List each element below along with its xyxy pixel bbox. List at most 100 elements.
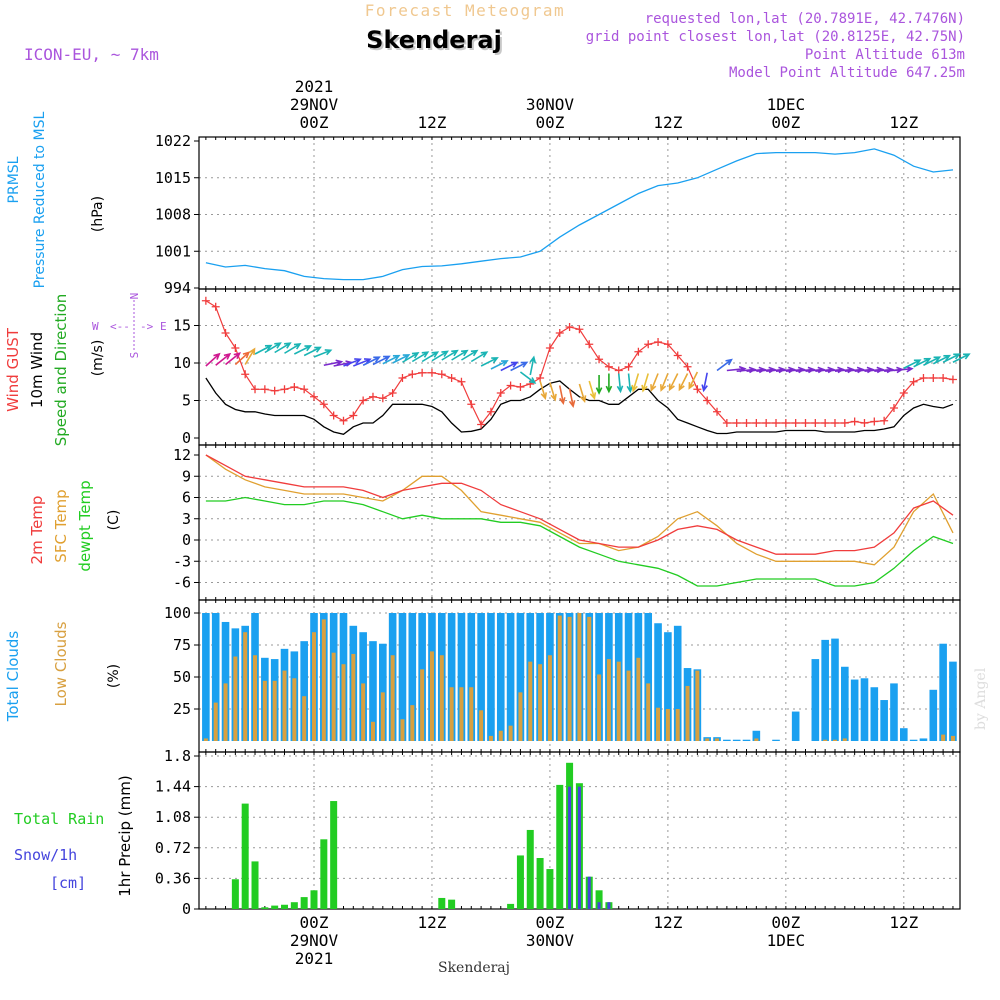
gust-marker	[339, 416, 348, 425]
wind-arrow	[293, 345, 313, 355]
credit-watermark: by Angel	[973, 667, 989, 730]
y-tick-label: 1022	[155, 132, 191, 150]
low-clouds-label: Low Clouds	[52, 621, 70, 706]
rain-bar	[310, 890, 318, 909]
y-tick-label: 3	[182, 510, 191, 528]
wind-arrow	[510, 361, 529, 372]
compass-n: N	[128, 293, 141, 300]
gust-marker	[437, 370, 446, 379]
total-cloud-bar	[841, 666, 849, 741]
wind-arrow	[234, 351, 251, 366]
gust-marker	[939, 374, 948, 382]
wind-gust-line	[205, 300, 954, 426]
wind-arrow	[313, 349, 333, 358]
wind-arrow	[303, 346, 322, 357]
low-cloud-bar	[950, 735, 955, 741]
low-cloud-bar	[715, 738, 720, 741]
bottom-time-label: 00Z	[300, 913, 329, 932]
gust-marker	[565, 323, 574, 331]
wind-arrow	[343, 358, 362, 367]
low-cloud-bar	[528, 661, 533, 741]
gust-marker	[880, 416, 889, 425]
low-cloud-bar	[429, 651, 434, 741]
rain-bar	[556, 784, 564, 909]
dewpt-label: dewpt Temp	[76, 480, 94, 571]
compass-arrow-right: ->	[140, 320, 154, 333]
total-cloud-bar	[408, 613, 417, 741]
clouds-panel: 25 50 75 100 Total Clouds Low Clouds (%)	[4, 599, 961, 753]
wind-arrow	[659, 373, 669, 392]
wind-arrow	[952, 353, 971, 363]
gust-marker	[860, 419, 869, 427]
bottom-time-label: 12Z	[653, 913, 682, 932]
wind-arrow	[461, 349, 479, 361]
wind-panel: 0 5 10 15 Wind GUST 10m Wind Speed and Directi…	[4, 288, 971, 447]
snow-bar	[587, 876, 591, 909]
low-cloud-bar	[400, 719, 405, 741]
gust-marker	[683, 362, 692, 371]
wind-arrow	[490, 360, 509, 370]
snow-bar	[607, 902, 611, 909]
low-cloud-bar	[941, 734, 946, 741]
rain-bar	[595, 890, 603, 909]
wind-arrow	[431, 350, 449, 362]
compass-rose: W <-- -> E N S	[92, 293, 167, 359]
gust-marker	[398, 374, 407, 382]
y-tick-label: 15	[173, 317, 191, 335]
total-cloud-bar	[909, 739, 918, 741]
low-cloud-bar	[321, 619, 326, 741]
total-clouds-label: Total Clouds	[4, 631, 22, 723]
gust-marker	[359, 396, 368, 405]
compass-arrow-left: <--	[110, 320, 130, 333]
gust-marker	[762, 419, 771, 427]
gust-marker	[506, 381, 515, 390]
gust-marker	[604, 362, 613, 371]
gust-marker	[614, 366, 623, 375]
compass-s: S	[128, 352, 141, 359]
rain-bar	[271, 905, 279, 909]
y-tick-label: 1.44	[155, 778, 191, 796]
precip-panel: 0 0.36 0.72 1.08 1.44 1.8 Total Rain Snow/1h [cm…	[14, 747, 961, 918]
top-time-label: 12Z	[889, 113, 918, 132]
supertitle: Forecast Meteogram	[365, 1, 565, 20]
gust-marker	[595, 355, 604, 364]
gust-marker	[536, 374, 545, 382]
rain-bar	[536, 858, 544, 909]
model-label: ICON-EU, ~ 7km	[24, 45, 159, 64]
gust-marker	[870, 417, 879, 426]
wind-dir-label: Speed and Direction	[52, 294, 70, 447]
y-tick-label: -6	[173, 574, 191, 592]
gust-marker	[447, 374, 456, 382]
gust-marker	[585, 340, 594, 349]
wind-arrow	[578, 383, 587, 404]
total-cloud-bar	[929, 689, 938, 741]
total-cloud-bar	[664, 632, 672, 741]
top-time-label: 2021	[295, 77, 334, 96]
gust-marker	[290, 383, 299, 391]
low-cloud-bar	[302, 696, 307, 741]
wind-arrow	[913, 357, 932, 368]
gust-marker	[801, 419, 810, 427]
low-cloud-bar	[439, 655, 444, 741]
gust-marker	[427, 368, 436, 377]
total-cloud-bar	[467, 613, 476, 741]
low-cloud-bar	[705, 738, 710, 741]
total-cloud-bar	[487, 613, 495, 741]
wind-unit: (m/s)	[90, 340, 106, 377]
low-cloud-bar	[370, 721, 375, 741]
top-time-label: 12Z	[653, 113, 682, 132]
gust-marker	[368, 392, 377, 401]
low-cloud-bar	[538, 664, 543, 741]
wind-arrow	[678, 373, 689, 392]
top-time-label: 1DEC	[767, 95, 806, 114]
wind-arrow	[205, 352, 221, 367]
gust-marker	[948, 375, 957, 384]
low-cloud-bar	[646, 683, 651, 741]
gust-marker	[221, 329, 230, 337]
y-tick-label: 6	[182, 489, 191, 507]
low-cloud-bar	[449, 687, 454, 741]
wind-arrow	[470, 351, 489, 363]
wind-arrow	[402, 352, 420, 363]
low-cloud-bar	[213, 702, 218, 741]
gust-marker	[349, 411, 358, 420]
